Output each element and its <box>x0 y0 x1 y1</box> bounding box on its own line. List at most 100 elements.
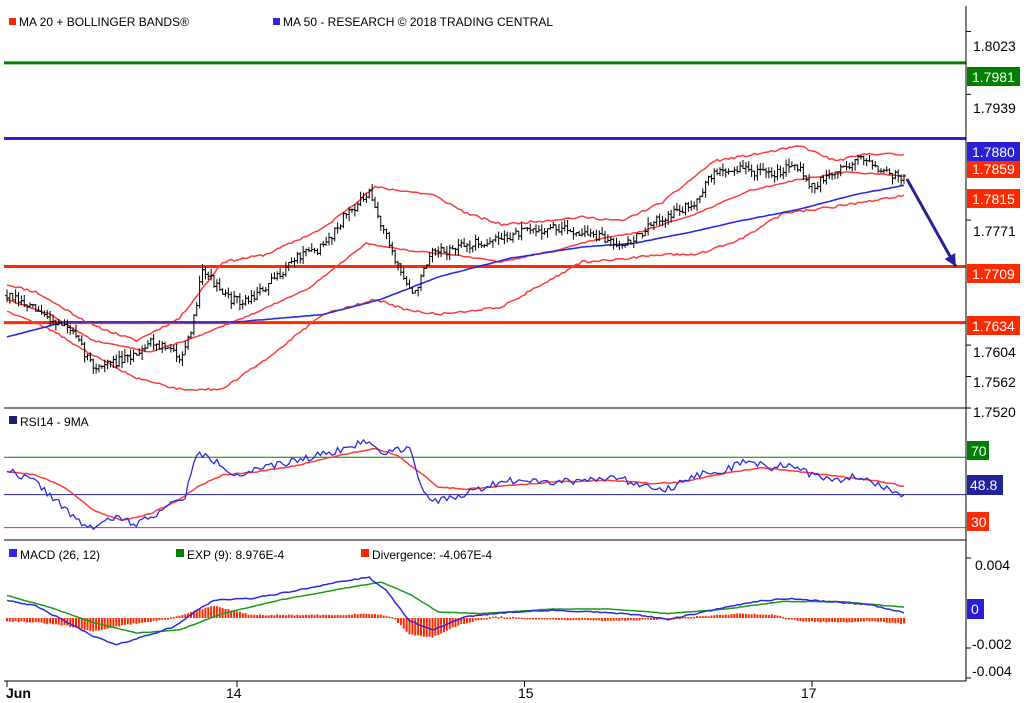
price-bar <box>531 228 536 234</box>
divergence-bar <box>503 617 506 620</box>
divergence-bar <box>609 618 612 621</box>
divergence-bar <box>790 618 793 620</box>
divergence-bar <box>811 618 813 622</box>
level-tag-bg-1-7815 <box>967 189 1020 208</box>
legend-swatch-ma20 <box>9 18 16 25</box>
price-bar <box>585 225 590 236</box>
price-bar <box>781 167 786 180</box>
price-panel: MA 20 + BOLLINGER BANDS® MA 50 - RESEARC… <box>4 15 1020 420</box>
price-bar <box>128 349 133 365</box>
divergence-bar <box>457 618 460 626</box>
y-tick-label: 1.8023 <box>973 38 1016 54</box>
price-bar <box>131 349 136 362</box>
divergence-bar <box>325 614 328 618</box>
divergence-bar <box>230 610 233 618</box>
price-y-axis: 1.8023 1.7939 1.7771 1.7604 1.7562 1.752… <box>973 38 1016 420</box>
divergence-bar <box>816 618 819 622</box>
price-bar <box>582 225 587 238</box>
divergence-bar <box>822 618 825 622</box>
price-bar <box>646 217 651 236</box>
rsi-panel: RSI14 - 9MA 70 48.8 30 <box>4 415 1003 531</box>
price-bar <box>864 158 869 167</box>
level-tag-bg-1-7880 <box>967 142 1020 161</box>
divergence-bar <box>468 618 471 623</box>
y-tick-label: 1.7939 <box>973 100 1016 116</box>
price-legend: MA 20 + BOLLINGER BANDS® MA 50 - RESEARC… <box>9 15 553 29</box>
price-bar <box>220 288 225 295</box>
price-bar <box>853 159 858 171</box>
divergence-bar <box>658 618 661 620</box>
divergence-bar <box>756 614 759 618</box>
divergence-bar <box>796 618 799 621</box>
divergence-bar <box>888 618 891 624</box>
price-bar <box>243 294 248 306</box>
price-bar <box>833 171 837 180</box>
legend-swatch-ma50 <box>273 18 280 25</box>
price-bar <box>548 223 553 230</box>
price-bar <box>275 271 280 281</box>
price-bar <box>332 227 337 242</box>
divergence-bar <box>854 618 857 622</box>
divergence-bar <box>261 614 264 618</box>
macd-panel: MACD (26, 12) EXP (9): 8.976E-4 Divergen… <box>6 548 1012 679</box>
divergence-bar <box>480 618 483 620</box>
divergence-bar <box>589 618 592 621</box>
divergence-bar <box>678 617 681 620</box>
divergence-bar <box>167 618 169 620</box>
price-bar <box>338 224 343 230</box>
divergence-bar <box>667 618 670 620</box>
divergence-bar <box>149 618 152 622</box>
divergence-bar <box>54 618 57 625</box>
price-bar <box>235 295 239 304</box>
divergence-bar <box>207 607 210 618</box>
divergence-bar <box>414 618 417 636</box>
price-bar <box>177 354 182 364</box>
price-bar <box>117 350 122 368</box>
price-bar <box>174 343 179 363</box>
divergence-bar <box>819 618 822 623</box>
price-bar <box>858 155 863 160</box>
price-bar <box>324 236 329 246</box>
price-bar <box>611 237 616 250</box>
price-bar <box>232 290 237 306</box>
divergence-bar <box>759 614 762 618</box>
divergence-bar <box>198 609 201 618</box>
time-axis-labels: Jun 14 15 17 <box>6 685 817 701</box>
price-bar <box>278 268 283 279</box>
price-bar <box>847 162 852 170</box>
price-bar <box>194 301 199 317</box>
divergence-bar <box>256 615 259 618</box>
rsi-tag-bg-current <box>967 475 1003 495</box>
price-bar <box>689 200 694 211</box>
divergence-bar <box>279 615 282 618</box>
divergence-bar <box>618 618 621 622</box>
divergence-bar <box>454 618 457 628</box>
divergence-bar <box>31 618 34 623</box>
divergence-bar <box>89 618 92 632</box>
price-bar <box>76 334 81 342</box>
price-bar <box>784 159 789 177</box>
price-bar <box>7 292 12 304</box>
divergence-bar <box>552 618 555 620</box>
divergence-bar <box>302 615 305 618</box>
price-bar <box>476 236 481 249</box>
divergence-bar <box>141 618 144 623</box>
macd-line <box>6 576 905 646</box>
macd-legend-label: MACD (26, 12) <box>20 548 100 562</box>
price-bar <box>746 161 751 172</box>
divergence-bar <box>210 606 213 618</box>
divergence-bar <box>238 611 241 618</box>
signal-legend-label: EXP (9): 8.976E-4 <box>187 548 284 562</box>
divergence-bar <box>83 618 86 630</box>
price-bar <box>766 167 771 179</box>
price-bar <box>237 293 242 311</box>
price-bar <box>473 234 478 251</box>
divergence-bar <box>362 613 365 618</box>
price-bar <box>329 236 334 245</box>
divergence-bar <box>802 618 805 622</box>
divergence-bar <box>785 617 788 620</box>
divergence-bar <box>569 618 572 621</box>
divergence-bar <box>333 615 336 618</box>
divergence-bar <box>345 615 348 618</box>
price-bar <box>252 290 257 302</box>
